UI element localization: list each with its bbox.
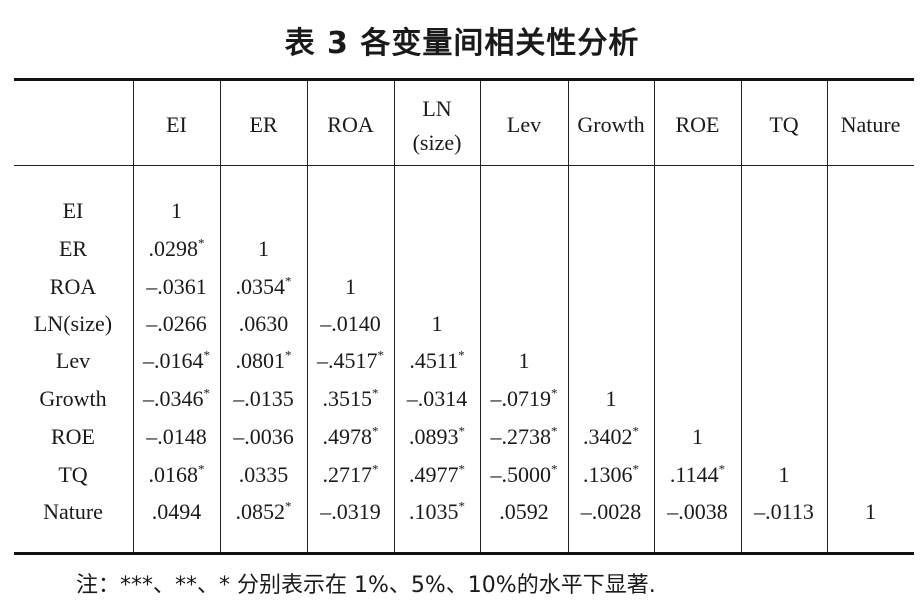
- column-header: EI: [166, 112, 187, 137]
- row-label: LN(size): [33, 311, 113, 336]
- column-header: Lev: [506, 112, 542, 137]
- column-header: TQ: [769, 112, 799, 137]
- table-cell: 1: [258, 236, 269, 261]
- row-label: TQ: [58, 462, 88, 487]
- table-cell: .4511*: [409, 347, 465, 373]
- table-title: 表 3 各变量间相关性分析: [284, 26, 640, 61]
- table-cell: .1035*: [409, 498, 465, 524]
- header-rule: [14, 165, 914, 166]
- table-cell: –.0140: [320, 311, 381, 336]
- table-cell: –.0113: [754, 499, 814, 524]
- table-cell: –.0314: [406, 386, 468, 411]
- table-cell: –.0148: [146, 424, 207, 449]
- column-divider: [827, 81, 828, 552]
- column-divider: [568, 81, 569, 552]
- table-cell: 1: [865, 499, 876, 524]
- table-cell: –.0319: [320, 499, 381, 524]
- table-cell: 1: [171, 198, 182, 223]
- table-cell: .3402*: [583, 423, 639, 449]
- table-cell: .0168*: [148, 461, 205, 487]
- table-cell: .0592: [499, 499, 549, 524]
- table-cell: .0335: [238, 462, 289, 487]
- table-note: 注：***、**、* 分别表示在 1%、5%、10%的水平下显著.: [76, 573, 656, 598]
- table-cell: –.5000*: [490, 461, 558, 487]
- row-label: ER: [58, 236, 88, 261]
- table-cell: .0354*: [235, 273, 292, 299]
- column-header: ROA: [327, 112, 374, 137]
- table-cell: 1: [431, 311, 443, 336]
- table-cell: .0852*: [235, 498, 292, 524]
- column-divider: [654, 81, 655, 552]
- table-cell: –.0135: [233, 386, 294, 411]
- row-label: Lev: [55, 348, 91, 373]
- table-cell: .3515*: [322, 385, 379, 411]
- table-cell: 1: [518, 348, 530, 373]
- table-cell: .1144*: [669, 461, 726, 487]
- top-rule: [14, 78, 914, 81]
- column-header: ROE: [675, 112, 720, 137]
- column-header: ER: [249, 112, 278, 137]
- table-cell: –.0038: [667, 499, 728, 524]
- column-divider: [741, 81, 742, 552]
- table-cell: –.0028: [580, 499, 642, 524]
- column-divider: [220, 81, 221, 552]
- table-cell: .0893*: [409, 423, 465, 449]
- row-label: EI: [62, 198, 84, 223]
- table-cell: .4977*: [409, 461, 465, 487]
- table-cell: .1306*: [583, 461, 639, 487]
- column-divider: [307, 81, 308, 552]
- column-divider: [133, 81, 134, 552]
- table-cell: –.0036: [233, 424, 294, 449]
- row-label: ROE: [51, 424, 95, 449]
- bottom-rule: [14, 552, 914, 555]
- table-cell: 1: [345, 274, 356, 299]
- table-cell: –.2738*: [490, 423, 558, 449]
- table-cell: .0801*: [235, 347, 292, 373]
- table-cell: .2717*: [322, 461, 379, 487]
- table-cell: –.0164*: [143, 347, 210, 373]
- column-header: Growth: [577, 112, 645, 137]
- column-header: LN (size): [412, 96, 462, 155]
- table-cell: 1: [692, 424, 703, 449]
- row-label: Growth: [39, 386, 107, 411]
- table-cell: .0298*: [148, 235, 205, 261]
- row-label: Nature: [43, 499, 103, 524]
- table-cell: .4978*: [322, 423, 379, 449]
- column-divider: [480, 81, 481, 552]
- table-cell: –.0719*: [490, 385, 558, 411]
- table-cell: 1: [778, 462, 790, 487]
- table-cell: .0494: [151, 499, 202, 524]
- table-cell: 1: [605, 386, 617, 411]
- table-cell: –.0266: [146, 311, 207, 336]
- table-cell: .0630: [238, 311, 289, 336]
- table-cell: –.0361: [146, 274, 207, 299]
- table-cell: –.0346*: [143, 385, 210, 411]
- column-header: Nature: [840, 112, 901, 137]
- column-divider: [394, 81, 395, 552]
- row-label: ROA: [49, 274, 97, 299]
- table-cell: –.4517*: [317, 347, 384, 373]
